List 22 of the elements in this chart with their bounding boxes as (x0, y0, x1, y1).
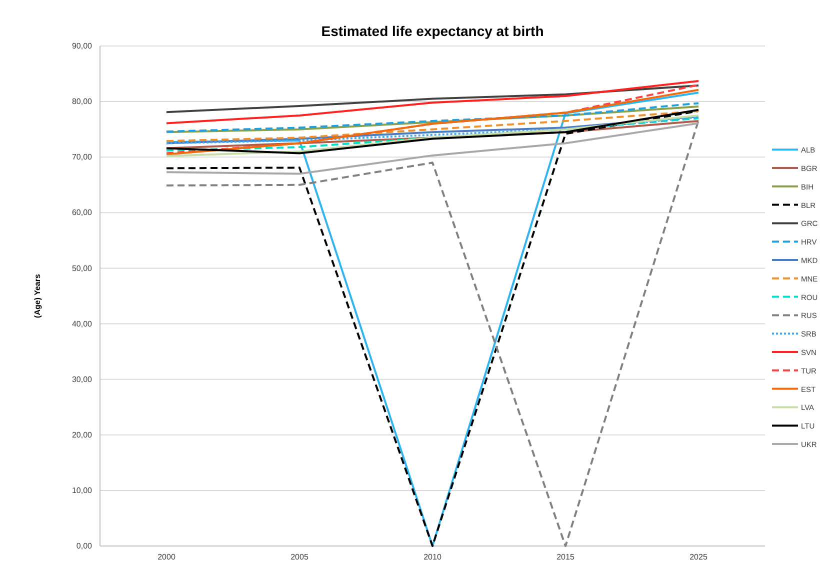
y-tick-label: 80,00 (72, 97, 93, 106)
x-tick-label: 2010 (424, 552, 442, 562)
line-series (166, 84, 700, 114)
y-axis-title: (Age) Years (33, 274, 42, 318)
y-tick-label: 90,00 (72, 42, 93, 51)
chart-title: Estimated life expectancy at birth (321, 23, 544, 39)
x-tick-label: 2005 (290, 552, 309, 562)
y-tick-label: 20,00 (72, 430, 93, 440)
x-tick-label: 2000 (158, 552, 176, 562)
x-tick-label: 2015 (556, 552, 575, 562)
y-tick-label: 40,00 (72, 319, 93, 328)
y-tick-label: 60,00 (72, 208, 93, 218)
line-series (166, 110, 700, 142)
y-tick-label: 30,00 (72, 374, 93, 384)
y-tick-label: 10,00 (72, 486, 93, 496)
x-tick-label: 2025 (690, 552, 708, 562)
line-series (166, 114, 700, 157)
y-tick-label: 0,00 (76, 542, 93, 551)
line-series (166, 80, 700, 124)
y-tick-label: 70,00 (72, 152, 93, 162)
y-tick-label: 50,00 (72, 264, 93, 273)
line-series (166, 122, 700, 175)
